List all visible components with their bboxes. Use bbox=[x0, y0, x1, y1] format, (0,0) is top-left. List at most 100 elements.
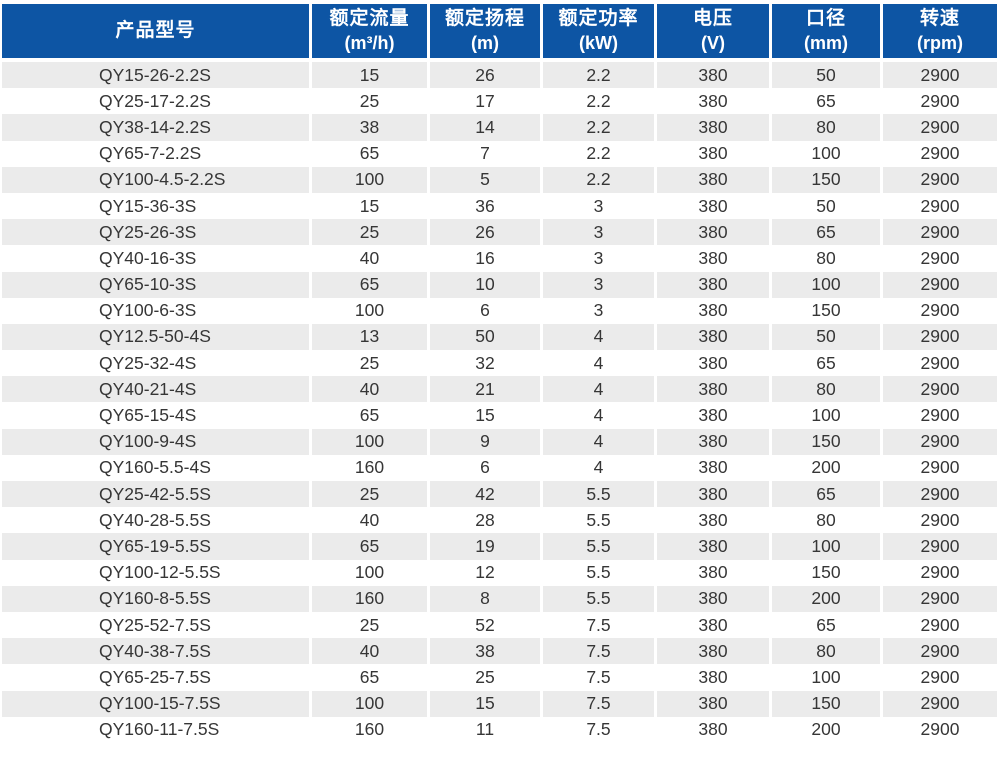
cell-power: 5.5 bbox=[543, 481, 654, 508]
table-row: QY160-5.5-4S 160 6 4 380 200 2900 bbox=[2, 454, 997, 481]
table-body: QY15-26-2.2S 15 26 2.2 380 50 2900 QY25-17-2.2S… bbox=[2, 62, 997, 743]
cell-model: QY40-28-5.5S bbox=[2, 507, 309, 534]
cell-head: 5 bbox=[430, 166, 540, 193]
cell-power: 3 bbox=[543, 192, 654, 220]
cell-model: QY100-6-3S bbox=[2, 297, 309, 324]
cell-power: 4 bbox=[543, 350, 654, 377]
cell-speed: 2900 bbox=[883, 350, 997, 377]
cell-diameter: 150 bbox=[772, 559, 880, 586]
cell-model: QY100-9-4S bbox=[2, 428, 309, 455]
cell-power: 5.5 bbox=[543, 585, 654, 612]
table-row: QY40-16-3S 40 16 3 380 80 2900 bbox=[2, 245, 997, 272]
cell-power: 3 bbox=[543, 297, 654, 324]
cell-speed: 2900 bbox=[883, 638, 997, 665]
cell-diameter: 150 bbox=[772, 690, 880, 717]
cell-head: 50 bbox=[430, 323, 540, 351]
cell-head: 16 bbox=[430, 245, 540, 272]
table-row: QY40-28-5.5S 40 28 5.5 380 80 2900 bbox=[2, 507, 997, 534]
cell-head: 8 bbox=[430, 585, 540, 612]
cell-model: QY100-4.5-2.2S bbox=[2, 166, 309, 193]
table-row: QY100-12-5.5S 100 12 5.5 380 150 2900 bbox=[2, 559, 997, 586]
cell-power: 5.5 bbox=[543, 559, 654, 586]
cell-speed: 2900 bbox=[883, 533, 997, 560]
cell-diameter: 65 bbox=[772, 350, 880, 377]
cell-voltage: 380 bbox=[657, 62, 769, 89]
cell-flow: 25 bbox=[312, 611, 427, 639]
cell-voltage: 380 bbox=[657, 140, 769, 167]
cell-speed: 2900 bbox=[883, 88, 997, 115]
cell-voltage: 380 bbox=[657, 245, 769, 272]
cell-flow: 38 bbox=[312, 114, 427, 141]
column-header-power: 额定功率 (kW) bbox=[543, 4, 654, 58]
cell-power: 4 bbox=[543, 428, 654, 455]
table-row: QY100-15-7.5S 100 15 7.5 380 150 2900 bbox=[2, 690, 997, 717]
cell-head: 36 bbox=[430, 192, 540, 220]
table-row: QY100-4.5-2.2S 100 5 2.2 380 150 2900 bbox=[2, 166, 997, 193]
table-row: QY38-14-2.2S 38 14 2.2 380 80 2900 bbox=[2, 114, 997, 141]
cell-model: QY25-42-5.5S bbox=[2, 481, 309, 508]
table-row: QY100-6-3S 100 6 3 380 150 2900 bbox=[2, 297, 997, 324]
cell-power: 5.5 bbox=[543, 507, 654, 534]
cell-model: QY15-36-3S bbox=[2, 192, 309, 220]
cell-flow: 40 bbox=[312, 245, 427, 272]
cell-diameter: 80 bbox=[772, 245, 880, 272]
cell-diameter: 80 bbox=[772, 638, 880, 665]
cell-model: QY25-26-3S bbox=[2, 219, 309, 246]
cell-diameter: 80 bbox=[772, 114, 880, 141]
cell-model: QY40-38-7.5S bbox=[2, 638, 309, 665]
cell-head: 15 bbox=[430, 402, 540, 429]
cell-diameter: 65 bbox=[772, 481, 880, 508]
cell-diameter: 200 bbox=[772, 454, 880, 481]
cell-voltage: 380 bbox=[657, 481, 769, 508]
cell-diameter: 65 bbox=[772, 611, 880, 639]
cell-speed: 2900 bbox=[883, 507, 997, 534]
cell-speed: 2900 bbox=[883, 271, 997, 298]
cell-flow: 160 bbox=[312, 585, 427, 612]
cell-speed: 2900 bbox=[883, 140, 997, 167]
cell-flow: 40 bbox=[312, 507, 427, 534]
cell-flow: 100 bbox=[312, 166, 427, 193]
cell-voltage: 380 bbox=[657, 454, 769, 481]
cell-flow: 65 bbox=[312, 533, 427, 560]
cell-voltage: 380 bbox=[657, 559, 769, 586]
cell-speed: 2900 bbox=[883, 192, 997, 220]
table-row: QY100-9-4S 100 9 4 380 150 2900 bbox=[2, 428, 997, 455]
table-row: QY25-42-5.5S 25 42 5.5 380 65 2900 bbox=[2, 481, 997, 508]
cell-flow: 100 bbox=[312, 690, 427, 717]
table-row: QY65-10-3S 65 10 3 380 100 2900 bbox=[2, 271, 997, 298]
table-row: QY65-25-7.5S 65 25 7.5 380 100 2900 bbox=[2, 664, 997, 691]
cell-diameter: 100 bbox=[772, 140, 880, 167]
cell-power: 2.2 bbox=[543, 114, 654, 141]
cell-head: 9 bbox=[430, 428, 540, 455]
cell-flow: 40 bbox=[312, 376, 427, 403]
cell-power: 4 bbox=[543, 454, 654, 481]
column-header-flow: 额定流量 (m³/h) bbox=[312, 4, 427, 58]
cell-voltage: 380 bbox=[657, 716, 769, 743]
cell-power: 5.5 bbox=[543, 533, 654, 560]
cell-voltage: 380 bbox=[657, 376, 769, 403]
cell-power: 7.5 bbox=[543, 611, 654, 639]
table-row: QY25-32-4S 25 32 4 380 65 2900 bbox=[2, 350, 997, 377]
cell-speed: 2900 bbox=[883, 559, 997, 586]
cell-diameter: 80 bbox=[772, 507, 880, 534]
cell-speed: 2900 bbox=[883, 62, 997, 89]
cell-flow: 100 bbox=[312, 559, 427, 586]
cell-head: 19 bbox=[430, 533, 540, 560]
cell-flow: 65 bbox=[312, 664, 427, 691]
cell-flow: 13 bbox=[312, 323, 427, 351]
table-row: QY65-19-5.5S 65 19 5.5 380 100 2900 bbox=[2, 533, 997, 560]
cell-speed: 2900 bbox=[883, 428, 997, 455]
cell-speed: 2900 bbox=[883, 481, 997, 508]
cell-voltage: 380 bbox=[657, 297, 769, 324]
cell-model: QY100-12-5.5S bbox=[2, 559, 309, 586]
cell-diameter: 150 bbox=[772, 166, 880, 193]
cell-flow: 25 bbox=[312, 481, 427, 508]
cell-model: QY65-7-2.2S bbox=[2, 140, 309, 167]
cell-head: 12 bbox=[430, 559, 540, 586]
cell-head: 7 bbox=[430, 140, 540, 167]
column-header-voltage: 电压 (V) bbox=[657, 4, 769, 58]
cell-diameter: 65 bbox=[772, 219, 880, 246]
cell-voltage: 380 bbox=[657, 507, 769, 534]
cell-speed: 2900 bbox=[883, 245, 997, 272]
cell-diameter: 200 bbox=[772, 716, 880, 743]
